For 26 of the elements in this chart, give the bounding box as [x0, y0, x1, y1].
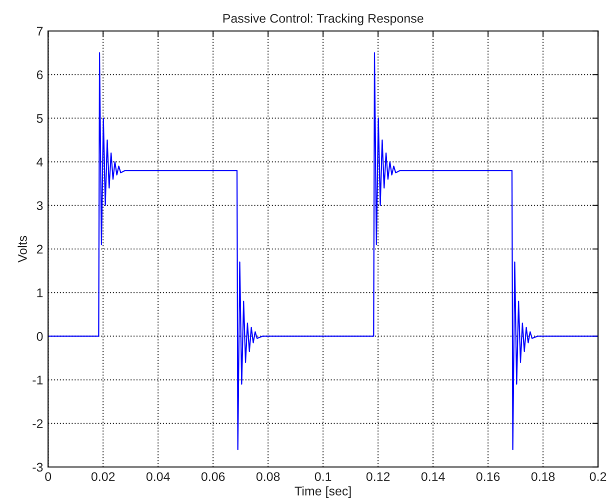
- x-tick-label: 0.02: [91, 472, 115, 482]
- x-axis-title: Time [sec]: [294, 486, 351, 498]
- x-tick-label: 0.08: [256, 472, 280, 482]
- y-tick-label: 2: [36, 244, 43, 254]
- y-tick-label: 5: [36, 114, 43, 123]
- x-tick-label: 0.12: [366, 472, 390, 482]
- y-tick-label: -3: [32, 462, 43, 472]
- x-tick-label: 0.1: [314, 472, 332, 482]
- y-tick-label: 4: [36, 158, 43, 166]
- x-tick-label: 0.18: [531, 472, 555, 482]
- y-tick-label: 6: [36, 70, 43, 80]
- y-axis-title: Volts: [18, 236, 27, 262]
- line-series: [48, 52, 598, 450]
- y-tick-label: 0: [36, 332, 43, 341]
- chart-title: Passive Control: Tracking Response: [223, 14, 424, 26]
- x-tick-label: 0: [45, 472, 52, 482]
- x-tick-label: 0.14: [421, 472, 445, 482]
- y-tick-label: 7: [36, 26, 43, 36]
- y-tick-label: 1: [37, 288, 43, 298]
- y-tick-label: -2: [32, 419, 43, 428]
- x-tick-label: 0.06: [201, 472, 225, 482]
- x-tick-label: 0.16: [476, 472, 500, 482]
- x-tick-label: 0.04: [146, 472, 170, 482]
- y-tick-label: -1: [32, 376, 43, 384]
- x-tick-label: 0.2: [590, 472, 606, 482]
- y-tick-label: 3: [36, 201, 43, 210]
